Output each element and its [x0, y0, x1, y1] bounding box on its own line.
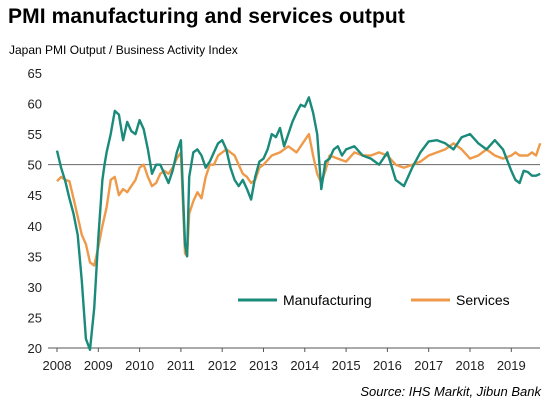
x-tick-label: 2015 — [332, 358, 361, 373]
chart-title: PMI manufacturing and services output — [8, 5, 405, 28]
y-tick-label: 50 — [28, 158, 42, 173]
x-tick-label: 2008 — [43, 358, 72, 373]
services-series-line — [56, 132, 542, 267]
x-tick-label: 2014 — [290, 358, 319, 373]
legend-label-manufacturing: Manufacturing — [283, 292, 372, 308]
x-tick-label: 2013 — [249, 358, 278, 373]
x-tick-label: 2016 — [373, 358, 402, 373]
legend-label-services: Services — [456, 292, 510, 308]
y-tick-label: 45 — [28, 188, 42, 203]
chart-legend: Manufacturing Services — [238, 292, 510, 308]
y-tick-label: 65 — [28, 66, 42, 81]
y-tick-label: 60 — [28, 97, 42, 112]
x-tick-label: 2011 — [167, 358, 195, 373]
y-tick-label: 20 — [28, 341, 42, 356]
y-tick-label: 55 — [28, 127, 42, 142]
x-tick-label: 2017 — [414, 358, 443, 373]
x-tick-label: 2010 — [125, 358, 154, 373]
x-tick-label: 2012 — [208, 358, 237, 373]
y-tick-label: 35 — [28, 249, 42, 264]
x-tick-label: 2009 — [84, 358, 113, 373]
y-tick-label: 30 — [28, 280, 42, 295]
y-axis-label: Japan PMI Output / Business Activity Ind… — [9, 43, 238, 57]
x-tick-label: 2018 — [456, 358, 485, 373]
y-tick-label: 40 — [28, 219, 42, 234]
source-note: Source: IHS Markit, Jibun Bank — [360, 384, 541, 399]
y-tick-label: 25 — [28, 310, 42, 325]
x-tick-label: 2019 — [497, 358, 526, 373]
manufacturing-series-line — [55, 96, 541, 351]
